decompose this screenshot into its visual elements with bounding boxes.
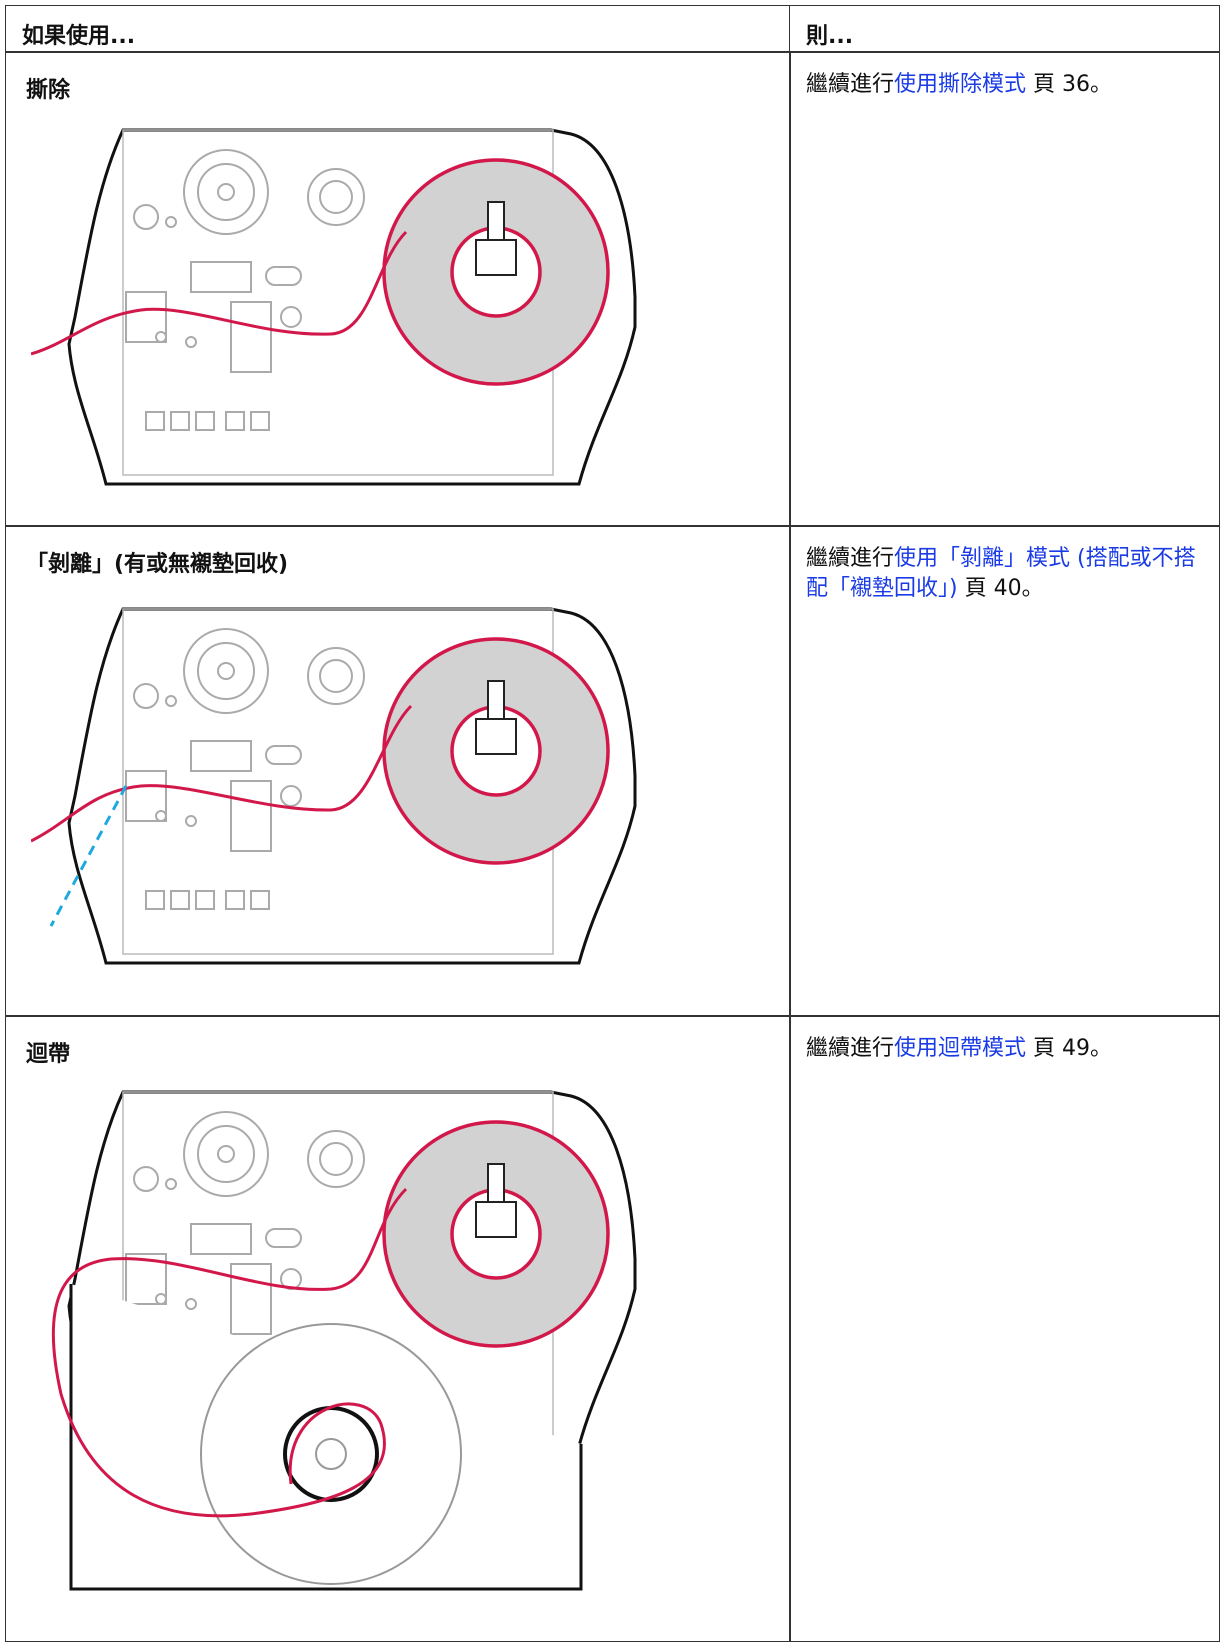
action-cell: 繼續進行使用「剝離」模式 (搭配或不搭配「襯墊回收」) 頁 40。 [789, 525, 1220, 1017]
action-cell: 繼續進行使用迴帶模式 頁 49。 [789, 1015, 1220, 1642]
mode-cell: 迴帶 [5, 1015, 791, 1642]
link[interactable]: 使用「剝離」模式 (搭配或不搭配「襯墊回收」) [806, 546, 1196, 601]
action-text: 頁 36。 [1026, 72, 1113, 97]
action-text: 繼續進行 [806, 546, 895, 571]
header-cell: 則... [789, 5, 1220, 53]
illustration [31, 122, 671, 502]
mode-cell: 「剝離」(有或無襯墊回收) [5, 525, 791, 1017]
illustration [31, 596, 671, 986]
mode-label: 撕除 [26, 78, 71, 103]
link[interactable]: 使用迴帶模式 [894, 1036, 1027, 1061]
action-text: 頁 40。 [957, 576, 1044, 601]
action-text: 頁 49。 [1026, 1036, 1113, 1061]
action-text: 繼續進行 [806, 1036, 895, 1061]
mode-label: 迴帶 [26, 1042, 71, 1067]
action-text: 繼續進行 [806, 72, 895, 97]
action-cell: 繼續進行使用撕除模式 頁 36。 [789, 51, 1220, 527]
header-text: 則... [806, 24, 854, 49]
header-cell: 如果使用... [5, 5, 791, 53]
header-text: 如果使用... [22, 24, 136, 49]
illustration [51, 1090, 637, 1591]
mode-label: 「剝離」(有或無襯墊回收) [26, 552, 289, 577]
link[interactable]: 使用撕除模式 [894, 72, 1027, 97]
mode-cell: 撕除 [5, 51, 791, 527]
